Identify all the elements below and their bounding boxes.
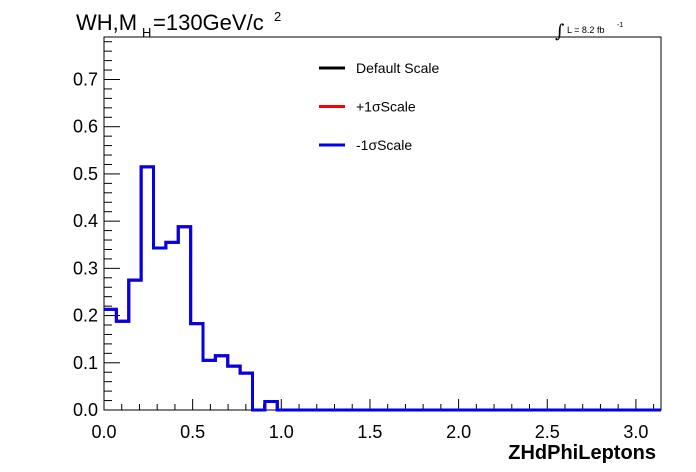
y-tick-label: 0.1 — [73, 353, 98, 373]
lumi-superscript: -1 — [617, 22, 623, 29]
series-line-0 — [104, 165, 661, 412]
chart-title-main: WH,M — [76, 10, 137, 35]
y-tick-label: 0.5 — [73, 164, 98, 184]
plot-frame — [103, 36, 662, 411]
legend-label-2: -1σScale — [356, 137, 412, 153]
chart-title-superscript: 2 — [274, 9, 281, 24]
chart-title-subscript: H — [142, 25, 151, 40]
x-tick-label: 0.5 — [180, 422, 205, 442]
y-tick-label: 0.7 — [73, 69, 98, 89]
y-tick-label: 0.6 — [73, 117, 98, 137]
x-axis-label: ZHdPhiLeptons — [508, 442, 656, 464]
y-tick-label: 0.4 — [73, 211, 98, 231]
y-tick-label: 0.3 — [73, 258, 98, 278]
x-tick-label: 0.0 — [91, 422, 116, 442]
chart-title-rest: =130GeV/c — [153, 10, 264, 35]
x-tick-label: 3.0 — [623, 422, 648, 442]
legend-label-1: +1σScale — [356, 99, 416, 115]
axes-group: 0.0 0.1 0.2 0.3 0.4 0.5 0.6 0.7 0.0 0.5 1.0 1.5 2.0 2… — [73, 41, 655, 442]
legend: Default Scale +1σScale -1σScale — [319, 60, 439, 153]
series-group — [104, 165, 661, 412]
x-tick-label: 1.0 — [269, 422, 294, 442]
series-line-2 — [104, 165, 661, 412]
y-tick-label: 0.0 — [73, 400, 98, 420]
x-tick-label: 2.0 — [446, 422, 471, 442]
x-tick-label: 1.5 — [357, 422, 382, 442]
lumi-integral-sign: ∫ — [555, 21, 565, 42]
series-line-1 — [104, 165, 661, 412]
x-tick-label: 2.5 — [535, 422, 560, 442]
y-tick-label: 0.2 — [73, 306, 98, 326]
lumi-label: L = 8.2 fb — [567, 25, 604, 35]
legend-label-0: Default Scale — [356, 60, 439, 76]
